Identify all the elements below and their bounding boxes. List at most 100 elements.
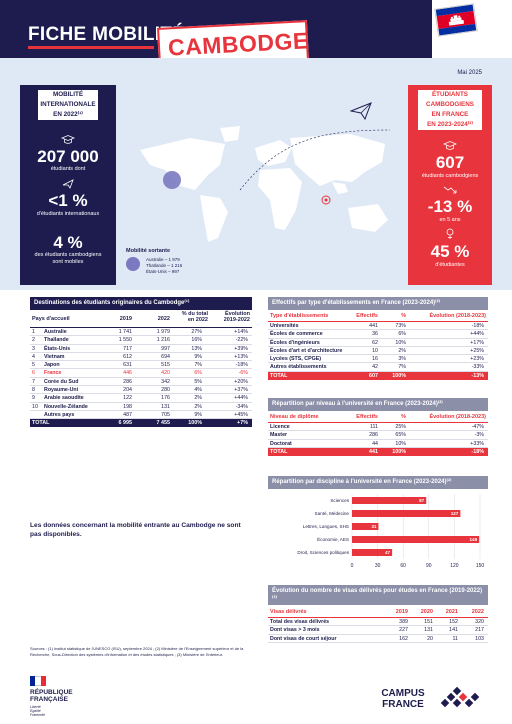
legend-line: États-Unis – 997 bbox=[146, 269, 180, 274]
value-cell: 11 bbox=[452, 635, 459, 642]
legend-line: Australie – 1 979 bbox=[146, 257, 180, 262]
value-cell: 1 216 bbox=[156, 337, 170, 344]
value-cell: 131 bbox=[424, 627, 433, 634]
africa-shape bbox=[258, 168, 302, 230]
value-cell: 446 bbox=[123, 370, 132, 377]
table-body: Universités 441 73% -18% Écoles de commerce 3… bbox=[268, 322, 488, 372]
value-cell: 320 bbox=[475, 619, 484, 625]
page-title: FICHE MOBILITÉ bbox=[28, 24, 186, 45]
table-row: Total des visas délivrés 389 151 152 320 bbox=[268, 618, 488, 627]
table-total-row: TOTAL 441 100% -18% bbox=[268, 447, 488, 456]
mobile-share-label: des étudiants cambodgiens sont mobiles bbox=[34, 252, 102, 265]
no-data-note: Les données concernant la mobilité entra… bbox=[30, 522, 241, 538]
column-header: % bbox=[401, 414, 406, 420]
column-header: 2019 bbox=[119, 316, 132, 322]
australia-shape bbox=[348, 204, 388, 232]
column-header: Effectifs bbox=[356, 313, 378, 319]
chart-title: Répartition par discipline à l'universit… bbox=[268, 476, 488, 489]
rf-name-line: RÉPUBLIQUE bbox=[30, 689, 73, 696]
value-cell: 10 bbox=[372, 347, 378, 354]
value-cell: 487 bbox=[123, 411, 132, 418]
table-row: Doctorat 44 10% +33% bbox=[268, 440, 488, 448]
label-cell: Écoles de commerce bbox=[270, 331, 323, 338]
value-cell: 42 bbox=[372, 364, 378, 371]
x-tick-label: 90 bbox=[426, 563, 432, 569]
category-label: Santé, Médecine bbox=[315, 511, 350, 516]
discipline-chart-panel: Répartition par discipline à l'universit… bbox=[268, 476, 488, 489]
label-cell: Lycées (STS, CPGE) bbox=[270, 356, 322, 363]
value-cell: +37% bbox=[234, 387, 248, 394]
country-cell: Thaïlande bbox=[44, 337, 69, 344]
value-cell: 705 bbox=[161, 411, 170, 418]
southeast-asia-shape bbox=[332, 182, 348, 194]
table-header: Niveau de diplôme Effectifs % Évolution … bbox=[268, 413, 488, 423]
table-row: 9 Arabie saoudite 122 176 2% +44% bbox=[30, 394, 252, 403]
rank-cell: 9 bbox=[32, 395, 35, 402]
table-total-row: TOTAL 6 995 7 455 100% +7% bbox=[30, 419, 252, 428]
value-cell: 103 bbox=[475, 635, 484, 642]
country-cell: Vietnam bbox=[44, 353, 65, 360]
bar bbox=[352, 510, 461, 517]
column-header: 2022 bbox=[471, 609, 484, 615]
value-cell: 6% bbox=[398, 331, 406, 338]
value-cell: 6% bbox=[194, 370, 202, 377]
table-title: Destinations des étudiants originaires d… bbox=[30, 297, 252, 310]
value-cell: 16% bbox=[191, 337, 202, 344]
five-year-trend-label: en 5 ans bbox=[439, 217, 461, 223]
total-cell: 100% bbox=[188, 420, 202, 427]
value-cell: +17% bbox=[470, 339, 484, 346]
value-cell: 2% bbox=[398, 347, 406, 354]
x-tick-label: 30 bbox=[375, 563, 381, 569]
value-cell: +13% bbox=[234, 353, 248, 360]
value-cell: 420 bbox=[161, 370, 170, 377]
label-cell: Dont visas de court séjour bbox=[270, 635, 337, 642]
label-cell: Master bbox=[270, 432, 288, 439]
value-cell: 5% bbox=[194, 378, 202, 385]
country-cell: Royaume-Uni bbox=[44, 387, 79, 394]
table-header: Visas délivrés 2019 2020 2021 2022 bbox=[268, 608, 488, 618]
students-in-france-panel: ÉTUDIANTS CAMBODGIENS EN FRANCE EN 2023-… bbox=[408, 85, 492, 285]
value-cell: 16 bbox=[372, 356, 378, 363]
value-cell: 62 bbox=[372, 339, 378, 346]
table-row: Autres établissements 42 7% -33% bbox=[268, 363, 488, 372]
publication-date: Mai 2025 bbox=[457, 70, 482, 76]
airplane-icon bbox=[20, 179, 116, 192]
north-america-shape bbox=[140, 138, 225, 190]
total-cell: 607 bbox=[369, 372, 378, 379]
five-year-trend: -13 % bbox=[427, 197, 473, 216]
table-row: Licence 111 25% -47% bbox=[268, 423, 488, 432]
institution-type-table: Effectifs par type d'établissements en F… bbox=[268, 297, 488, 380]
total-cell: 6 995 bbox=[118, 420, 133, 427]
value-cell: 612 bbox=[123, 353, 132, 360]
value-cell: -33% bbox=[471, 364, 484, 371]
value-cell: 13% bbox=[191, 345, 202, 352]
table-row: 2 Thaïlande 1 550 1 216 16% -22% bbox=[30, 336, 252, 345]
value-cell: 176 bbox=[161, 395, 170, 402]
value-cell: 44 bbox=[372, 440, 378, 447]
panel-heading-line: INTERNATIONALE bbox=[38, 100, 98, 110]
country-cell: Japon bbox=[44, 362, 60, 369]
value-cell: -47% bbox=[471, 424, 484, 430]
mobile-share: 4 % bbox=[53, 233, 83, 252]
bubble-cambodia-outgoing bbox=[163, 171, 181, 189]
flight-path bbox=[239, 129, 391, 191]
country-cell: Australie bbox=[44, 329, 67, 335]
value-cell: 717 bbox=[123, 345, 132, 352]
sources-note: Sources : (1) Institut statistique de l'… bbox=[30, 646, 244, 657]
category-label: Économie, AES bbox=[317, 536, 349, 542]
motto-line: Liberté bbox=[30, 705, 41, 709]
rf-name-line: FRANÇAISE bbox=[30, 696, 68, 703]
international-share-label: d'étudiants internationaux bbox=[36, 211, 100, 217]
value-cell: 25% bbox=[395, 424, 406, 430]
french-flag-icon bbox=[30, 676, 46, 686]
table-row: Écoles d'art et d'architecture 10 2% +25% bbox=[268, 347, 488, 356]
value-cell: 694 bbox=[161, 353, 170, 360]
value-cell: +14% bbox=[234, 329, 248, 335]
table-row: Lycées (STS, CPGE) 16 3% +23% bbox=[268, 355, 488, 364]
total-label: TOTAL bbox=[270, 372, 288, 379]
table-row: 4 Vietnam 612 694 9% +13% bbox=[30, 353, 252, 362]
panel-heading-line: ÉTUDIANTS bbox=[418, 90, 482, 100]
panel-heading-line: MOBILITÉ bbox=[38, 90, 98, 100]
graduation-cap-icon bbox=[408, 141, 492, 154]
legend-line: Thaïlande – 1 216 bbox=[146, 263, 183, 268]
